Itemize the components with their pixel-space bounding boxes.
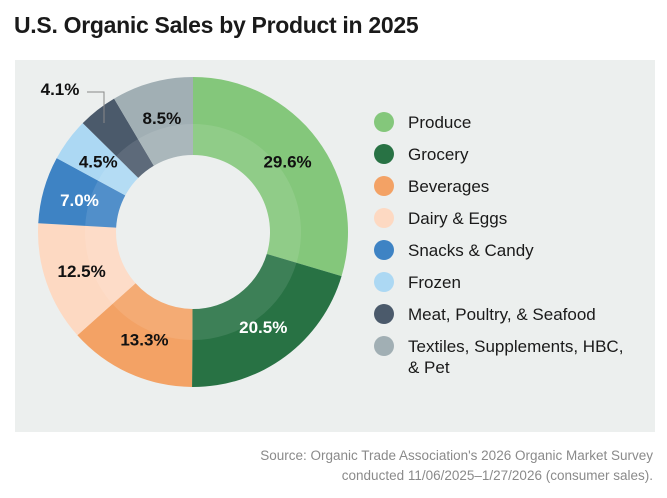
chart-title: U.S. Organic Sales by Product in 2025: [14, 12, 419, 38]
legend-swatch: [374, 176, 394, 196]
slice-inner-band: [112, 283, 193, 340]
slice-snacks-candy: [38, 158, 126, 228]
slice-produce: [193, 77, 348, 277]
slice-dairy-eggs: [38, 223, 136, 336]
data-label-produce: 29.6%: [263, 152, 311, 171]
source-note: Source: Organic Trade Association's 2026…: [260, 446, 653, 486]
legend-item: Grocery: [374, 144, 638, 176]
legend-label: Beverages: [408, 177, 490, 196]
legend-swatch: [374, 240, 394, 260]
legend-item: Meat, Poultry, & Seafood: [374, 304, 638, 336]
slice-textiles-supplements-hbc-pet: [114, 77, 193, 166]
slice-inner-band: [85, 180, 126, 228]
legend: Produce Grocery Beverages Dairy & Eggs Snack…: [374, 112, 638, 388]
data-label-meat-poultry-seafood: 4.1%: [41, 80, 80, 99]
legend-swatch: [374, 208, 394, 228]
legend-label: Textiles, Supplements, HBC, & Pet: [408, 337, 624, 377]
slice-meat-poultry-seafood: [82, 98, 154, 178]
data-label-dairy-eggs: 12.5%: [58, 262, 106, 281]
slice-inner-band: [116, 139, 154, 178]
legend-label: Meat, Poultry, & Seafood: [408, 305, 596, 324]
legend-label: Produce: [408, 113, 472, 132]
legend-label: Grocery: [408, 145, 469, 164]
slice-inner-band: [138, 124, 193, 166]
slice-beverages: [77, 283, 193, 387]
legend-item: Textiles, Supplements, HBC, & Pet: [374, 336, 638, 388]
data-label-grocery: 20.5%: [239, 318, 287, 337]
data-label-textiles-supplements-hbc-pet: 8.5%: [142, 109, 181, 128]
legend-item: Snacks & Candy: [374, 240, 638, 272]
slice-inner-band: [192, 253, 297, 340]
slice-inner-band: [193, 124, 301, 263]
slice-frozen: [56, 123, 139, 196]
legend-item: Produce: [374, 112, 638, 144]
legend-item: Dairy & Eggs: [374, 208, 638, 240]
legend-label: Snacks & Candy: [408, 241, 534, 260]
legend-swatch: [374, 272, 394, 292]
legend-swatch: [374, 144, 394, 164]
legend-item: Frozen: [374, 272, 638, 304]
legend-label: Dairy & Eggs: [408, 209, 508, 228]
legend-label: Frozen: [408, 273, 461, 292]
leader-line: [87, 91, 105, 123]
slice-grocery: [192, 253, 342, 387]
slice-inner-band: [85, 225, 136, 304]
slice-inner-band: [98, 156, 139, 196]
source-line-2: conducted 11/06/2025–1/27/2026 (consumer…: [341, 468, 653, 483]
data-label-beverages: 13.3%: [120, 331, 168, 350]
data-label-snacks-candy: 7.0%: [60, 191, 99, 210]
data-label-frozen: 4.5%: [79, 153, 118, 172]
source-line-1: Source: Organic Trade Association's 2026…: [260, 448, 653, 463]
legend-item: Beverages: [374, 176, 638, 208]
legend-swatch: [374, 304, 394, 324]
legend-swatch: [374, 336, 394, 356]
legend-swatch: [374, 112, 394, 132]
